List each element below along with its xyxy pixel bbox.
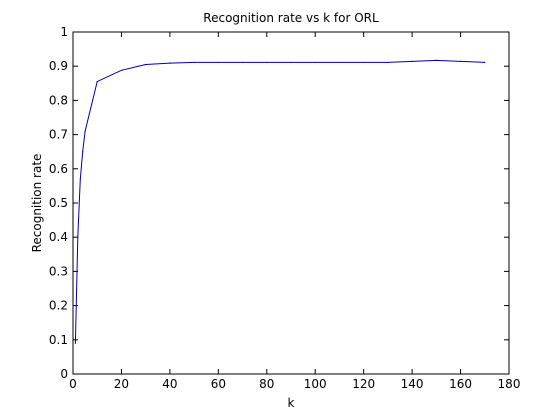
y-axis-ticks: 0 0.1 0.2 0.3 0.4 0.5 0.6 0.7 0.8 0.9 1	[49, 25, 509, 381]
y-tick-label: 0.2	[49, 299, 68, 313]
data-point	[169, 62, 171, 64]
data-point	[193, 61, 195, 64]
y-tick-label: 0.7	[49, 128, 68, 142]
plot-area	[72, 31, 510, 375]
y-axis-label: Recognition rate	[30, 154, 44, 253]
data-point	[145, 63, 147, 66]
y-tick-label: 0.9	[49, 59, 68, 73]
x-tick-label: 140	[401, 377, 424, 391]
y-tick-label: 0.1	[49, 333, 68, 347]
x-tick-label: 60	[211, 377, 226, 391]
data-point	[411, 60, 413, 63]
x-axis-label: k	[288, 396, 295, 410]
data-point	[74, 342, 77, 344]
data-point	[217, 61, 219, 64]
y-tick-label: 0	[60, 367, 68, 381]
data-point	[77, 236, 79, 238]
series-layer	[74, 59, 486, 344]
chart-title: Recognition rate vs k for ORL	[203, 11, 379, 25]
x-tick-label: 20	[114, 377, 129, 391]
x-tick-label: 100	[304, 377, 327, 391]
y-tick-label: 0.6	[49, 162, 68, 176]
data-point	[241, 61, 244, 64]
data-point	[84, 130, 86, 132]
x-tick-label: 40	[162, 377, 177, 391]
data-point	[266, 61, 268, 64]
data-point	[79, 178, 81, 180]
data-point	[387, 61, 389, 64]
data-point	[435, 59, 437, 61]
data-point	[82, 151, 84, 153]
x-axis-ticks: 0 20 40 60 80 100 120 140 160 180	[69, 32, 520, 391]
data-point	[363, 61, 365, 64]
x-tick-label: 0	[69, 377, 77, 391]
y-tick-label: 0.3	[49, 264, 68, 278]
series-line	[74, 59, 485, 344]
data-point	[484, 61, 486, 64]
y-tick-label: 0.5	[49, 196, 68, 210]
y-tick-label: 0.8	[49, 93, 68, 107]
y-tick-label: 0.4	[49, 230, 68, 244]
data-point	[459, 60, 462, 63]
x-tick-label: 80	[259, 377, 274, 391]
data-point	[96, 80, 98, 83]
data-point	[290, 61, 292, 64]
data-point	[314, 61, 316, 64]
y-tick-label: 1	[60, 25, 68, 39]
data-point	[120, 69, 123, 71]
data-point	[338, 61, 341, 64]
x-tick-label: 160	[449, 377, 472, 391]
x-tick-label: 180	[498, 377, 521, 391]
x-tick-label: 120	[352, 377, 375, 391]
